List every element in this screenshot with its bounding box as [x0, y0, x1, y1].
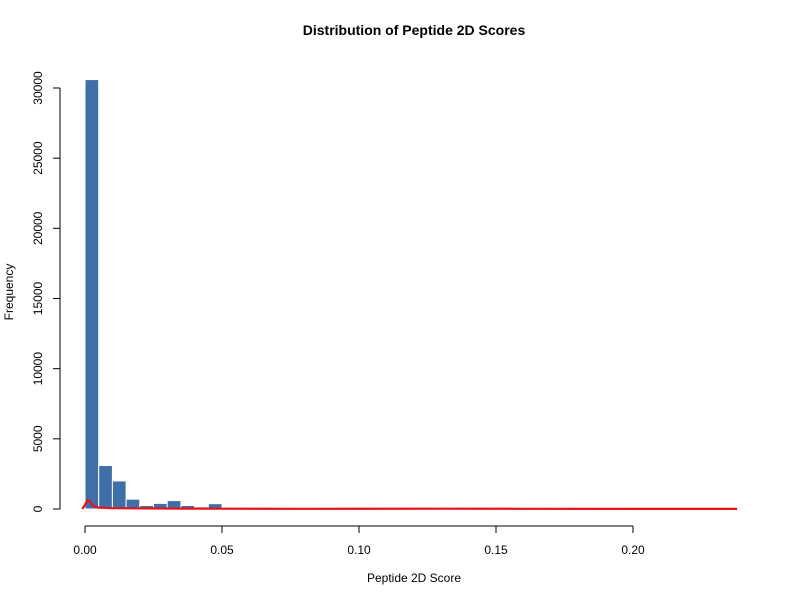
x-tick-label-0: 0.00: [73, 543, 97, 557]
x-axis-label: Peptide 2D Score: [367, 571, 461, 585]
histogram-bar-2: [111, 480, 127, 510]
y-tick-label-4: 20000: [31, 211, 45, 245]
histogram-bar-1: [98, 464, 113, 510]
y-tick-label-2: 10000: [31, 352, 45, 386]
y-axis-label: Frequency: [2, 264, 16, 321]
y-tick-label-5: 25000: [31, 141, 45, 175]
density-curve: [81, 498, 738, 510]
y-tick-label-1: 5000: [31, 425, 45, 452]
x-tick-label-1: 0.05: [210, 543, 234, 557]
x-tick-label-3: 0.15: [484, 543, 508, 557]
x-tick-label-2: 0.10: [347, 543, 371, 557]
chart-title: Distribution of Peptide 2D Scores: [303, 22, 526, 38]
x-tick-label-4: 0.20: [621, 543, 645, 557]
y-tick-label-6: 30000: [31, 71, 45, 105]
x-axis: 0.00 0.05 0.10 0.15 0.20: [73, 525, 645, 557]
y-axis: 0 5000 10000 15000 20000 25000 30000: [31, 71, 61, 512]
y-tick-label-3: 15000: [31, 281, 45, 315]
bars-group: [84, 79, 291, 510]
y-tick-label-0: 0: [31, 505, 45, 512]
histogram-bar-0: [84, 79, 100, 510]
